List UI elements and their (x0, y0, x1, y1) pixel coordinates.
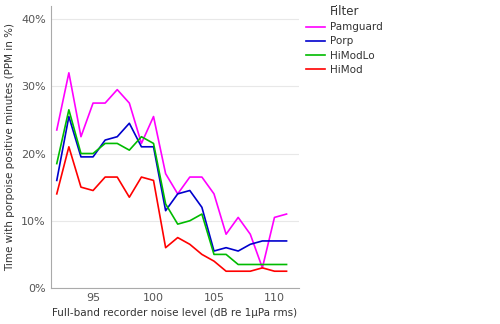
Pamguard (211, 192, 217, 196)
Y-axis label: Time with porpoise positive minutes (PPM in %): Time with porpoise positive minutes (PPM… (6, 23, 16, 271)
HiModLo (248, 262, 254, 266)
Porp (199, 205, 205, 209)
HiMod (102, 175, 108, 179)
Porp (138, 145, 144, 149)
Pamguard (248, 232, 254, 236)
HiMod (260, 266, 266, 270)
Porp (90, 155, 96, 159)
HiMod (150, 179, 156, 182)
Pamguard (272, 215, 278, 219)
Porp (102, 138, 108, 142)
HiModLo (66, 108, 72, 112)
HiMod (223, 269, 229, 273)
HiModLo (187, 219, 193, 223)
HiMod (174, 236, 180, 239)
HiModLo (174, 222, 180, 226)
Porp (272, 239, 278, 243)
Line: HiModLo: HiModLo (57, 110, 286, 264)
HiMod (126, 195, 132, 199)
HiMod (78, 185, 84, 189)
Pamguard (54, 128, 60, 132)
Pamguard (90, 101, 96, 105)
HiMod (248, 269, 254, 273)
HiModLo (211, 252, 217, 256)
Porp (54, 179, 60, 182)
HiModLo (138, 135, 144, 139)
Porp (66, 115, 72, 119)
Pamguard (102, 101, 108, 105)
Pamguard (150, 115, 156, 119)
HiMod (90, 189, 96, 192)
HiModLo (162, 202, 168, 206)
HiMod (235, 269, 241, 273)
HiModLo (150, 142, 156, 145)
Pamguard (235, 215, 241, 219)
HiModLo (90, 152, 96, 156)
HiMod (272, 269, 278, 273)
Porp (162, 209, 168, 213)
Porp (260, 239, 266, 243)
HiMod (138, 175, 144, 179)
Pamguard (162, 172, 168, 176)
Pamguard (223, 232, 229, 236)
Pamguard (66, 71, 72, 75)
HiMod (66, 145, 72, 149)
HiMod (54, 192, 60, 196)
Pamguard (138, 142, 144, 145)
Porp (126, 121, 132, 125)
Porp (174, 192, 180, 196)
Porp (223, 246, 229, 249)
HiMod (284, 269, 290, 273)
Porp (211, 249, 217, 253)
Pamguard (174, 192, 180, 196)
Legend: Pamguard, Porp, HiModLo, HiMod: Pamguard, Porp, HiModLo, HiMod (306, 5, 383, 75)
Porp (78, 155, 84, 159)
HiModLo (260, 262, 266, 266)
HiMod (162, 246, 168, 249)
HiMod (199, 252, 205, 256)
HiModLo (284, 262, 290, 266)
Pamguard (78, 135, 84, 139)
Porp (187, 189, 193, 192)
Line: HiMod: HiMod (57, 147, 286, 271)
HiModLo (223, 252, 229, 256)
Pamguard (126, 101, 132, 105)
Pamguard (260, 266, 266, 270)
Pamguard (284, 212, 290, 216)
Line: Porp: Porp (57, 117, 286, 251)
HiModLo (272, 262, 278, 266)
HiMod (114, 175, 120, 179)
HiModLo (78, 152, 84, 156)
HiMod (187, 242, 193, 246)
Porp (284, 239, 290, 243)
HiMod (211, 259, 217, 263)
HiModLo (235, 262, 241, 266)
HiModLo (126, 148, 132, 152)
Pamguard (199, 175, 205, 179)
X-axis label: Full-band recorder noise level (dB re 1μPa rms): Full-band recorder noise level (dB re 1μ… (52, 308, 297, 318)
Line: Pamguard: Pamguard (57, 73, 286, 268)
HiModLo (114, 142, 120, 145)
HiModLo (102, 142, 108, 145)
Pamguard (187, 175, 193, 179)
HiModLo (199, 212, 205, 216)
Porp (235, 249, 241, 253)
Porp (114, 135, 120, 139)
Porp (150, 145, 156, 149)
HiModLo (54, 162, 60, 166)
Porp (248, 242, 254, 246)
Pamguard (114, 88, 120, 92)
